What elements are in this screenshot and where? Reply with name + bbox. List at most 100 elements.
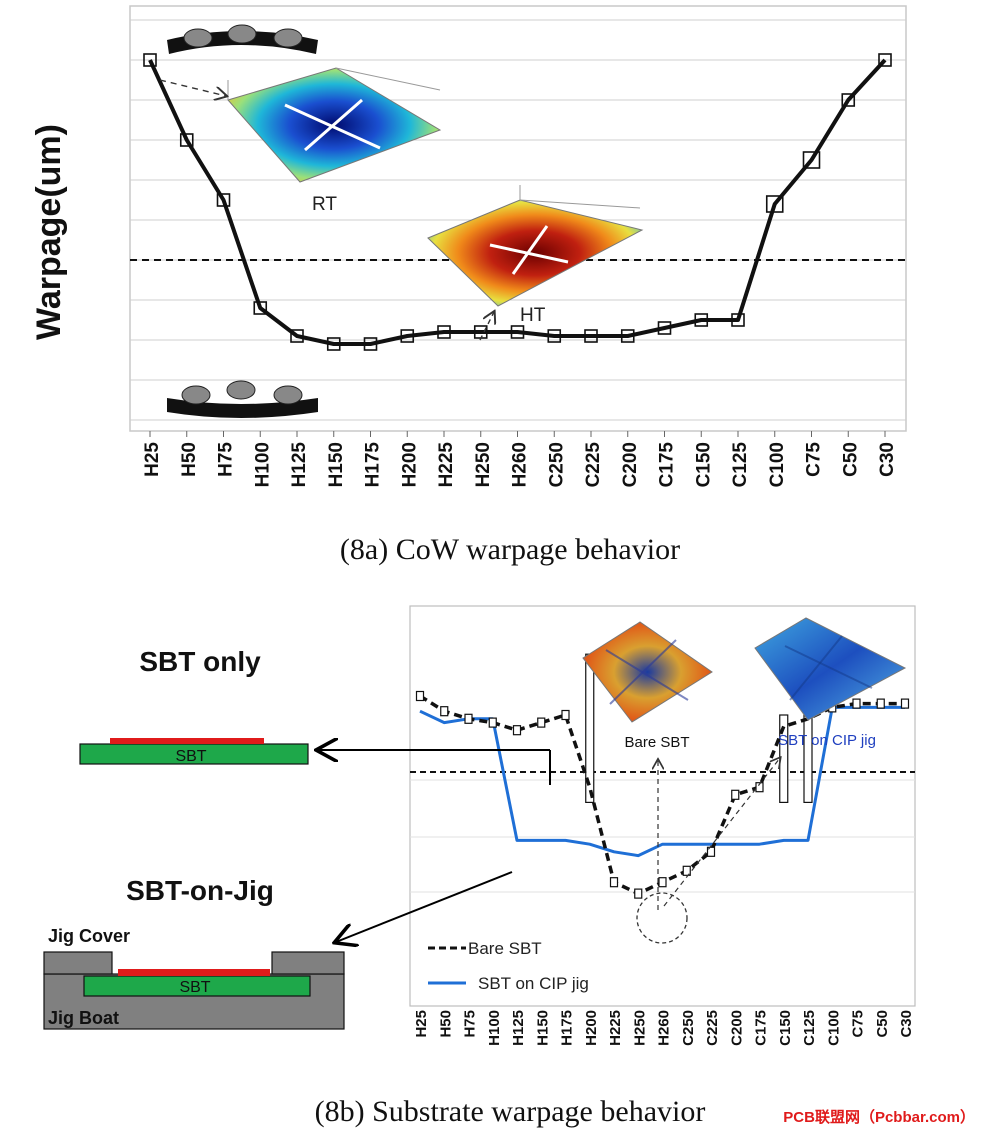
data-point-marker [658, 877, 667, 888]
cip-map-arrow [663, 758, 780, 907]
data-point-marker [561, 709, 570, 721]
data-point-marker [488, 717, 497, 728]
x-tick-labels-8a: H25 H50 H75 H100 H125 H150 H175 H200 H225 H250 H26… [142, 442, 898, 488]
jig-cover-left [43, 951, 113, 975]
x-tick-label: C100 [825, 1010, 842, 1046]
chart-8a: H25 H50 H75 H100 H125 H150 H175 H200 H225 H250 H26… [30, 5, 907, 566]
data-point-marker [510, 325, 525, 339]
data-point-marker [620, 329, 635, 343]
data-point-marker [609, 877, 619, 888]
ht-warp-map-image [427, 185, 644, 307]
data-point-marker [755, 782, 764, 793]
x-tick-label: C250 [546, 442, 567, 487]
x-tick-label: C75 [804, 442, 825, 477]
legend-label-cip-jig: SBT on CIP jig [478, 974, 589, 993]
data-point-marker [363, 337, 378, 351]
sbt-only-title: SBT only [139, 646, 261, 677]
data-point-marker [415, 690, 425, 702]
x-tick-label: H75 [462, 1010, 479, 1038]
data-point-marker [878, 53, 892, 67]
x-tick-label: C30 [877, 442, 898, 477]
cip-jig-map-label: SBT on CIP jig [778, 732, 876, 749]
connector-sbt-on-jig-arrow [336, 871, 513, 942]
x-tick-label: H25 [142, 442, 163, 477]
x-tick-label: C225 [704, 1010, 721, 1046]
x-tick-label: C150 [777, 1010, 794, 1046]
jig-sbt-chips [118, 969, 270, 976]
data-point-marker [841, 93, 856, 107]
gridlines-8b [410, 779, 915, 893]
data-point-marker [876, 698, 885, 709]
series-8a [143, 53, 892, 351]
x-tick-label: C125 [730, 442, 751, 488]
x-tick-label: H125 [289, 442, 310, 488]
x-tick-label: H250 [631, 1010, 648, 1046]
sbt-only-diagram: SBT [79, 738, 309, 765]
series-line-sbt-on-cip-jig [419, 705, 905, 858]
x-tick-label: H50 [437, 1010, 454, 1038]
data-point-marker [900, 698, 910, 709]
y-axis-label-8a: Warpage(um) [30, 124, 68, 340]
data-point-marker [143, 53, 157, 67]
data-point-marker [765, 195, 784, 213]
error-bars-8b [585, 653, 813, 804]
cip-jig-warp-map-image [754, 617, 907, 721]
data-point-marker [179, 133, 194, 147]
data-point-marker [537, 717, 546, 728]
data-point-marker [290, 329, 304, 343]
caption-8a: (8a) CoW warpage behavior [340, 533, 680, 566]
data-point-marker [731, 789, 740, 800]
x-tick-label: H225 [436, 442, 457, 488]
x-tick-label: H100 [252, 442, 273, 487]
left-schematic-panel: SBT only SBT SBT-on-Jig SBT Jig Cover Ji… [43, 646, 551, 1030]
sbt-only-chips [110, 738, 264, 744]
minimum-highlight-circle [636, 892, 688, 944]
data-point-marker [216, 193, 231, 207]
bare-sbt-map-label: Bare SBT [624, 734, 689, 751]
data-point-marker [584, 329, 598, 343]
data-point-marker [634, 888, 643, 899]
data-point-marker [400, 329, 415, 343]
data-point-marker [802, 151, 821, 169]
data-point-marker [694, 313, 709, 327]
bare-sbt-warp-map-image [582, 621, 713, 723]
x-tick-label: H200 [583, 1010, 600, 1046]
die-warp-up-icon [167, 24, 318, 54]
sbt-only-label: SBT [175, 748, 206, 765]
sbt-on-jig-diagram: SBT Jig Cover Jig Boat [43, 926, 345, 1030]
x-tick-label: C175 [753, 1010, 770, 1046]
x-tick-label: H260 [656, 1010, 673, 1046]
x-tick-label: H150 [326, 442, 347, 487]
x-tick-label: H175 [363, 442, 384, 488]
data-point-marker [464, 713, 473, 724]
data-point-marker [253, 301, 268, 315]
x-tick-label: C200 [620, 442, 641, 487]
legend-label-bare-sbt: Bare SBT [468, 939, 542, 958]
caption-8b: (8b) Substrate warpage behavior [315, 1095, 706, 1128]
x-tick-label: C125 [801, 1010, 818, 1046]
data-point-marker [440, 706, 449, 717]
tick-marks-8a [149, 431, 886, 437]
x-tick-label: C250 [680, 1010, 697, 1046]
sbt-on-jig-title: SBT-on-Jig [126, 875, 274, 906]
jig-boat-label: Jig Boat [48, 1008, 119, 1028]
x-tick-label: C150 [693, 442, 714, 487]
rt-arrow [159, 79, 226, 96]
x-tick-label: C30 [898, 1010, 915, 1038]
data-point-marker [682, 865, 691, 876]
data-point-marker [326, 337, 341, 351]
series-line-warpage [148, 58, 887, 346]
x-tick-label: H125 [510, 1010, 527, 1046]
jig-cover-right [271, 951, 345, 975]
x-tick-label: H250 [473, 442, 494, 487]
x-tick-label: H150 [534, 1010, 551, 1046]
x-tick-label: C50 [874, 1010, 891, 1038]
x-tick-label: H50 [179, 442, 200, 477]
x-tick-label: H100 [486, 1010, 503, 1046]
legend-8b: Bare SBT SBT on CIP jig [428, 939, 589, 993]
variability-box [803, 710, 813, 804]
x-tick-label: C50 [840, 442, 861, 477]
data-point-marker [437, 325, 451, 339]
x-tick-label: H25 [413, 1010, 430, 1038]
